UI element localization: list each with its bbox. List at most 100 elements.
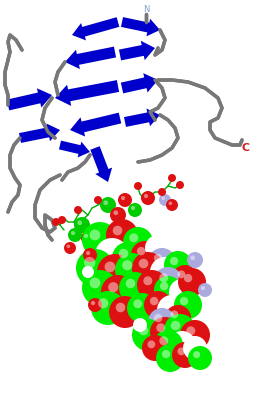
Circle shape (90, 230, 100, 240)
Circle shape (108, 282, 118, 292)
Circle shape (94, 196, 102, 204)
Circle shape (170, 310, 178, 318)
Circle shape (143, 276, 152, 285)
Circle shape (172, 265, 198, 291)
Circle shape (168, 174, 176, 182)
Circle shape (133, 299, 142, 308)
Circle shape (142, 335, 168, 361)
Circle shape (164, 251, 192, 279)
Circle shape (95, 238, 129, 272)
Polygon shape (7, 88, 52, 110)
Circle shape (82, 222, 118, 258)
Circle shape (64, 242, 76, 254)
Circle shape (169, 279, 195, 305)
Circle shape (187, 252, 203, 268)
Circle shape (68, 228, 82, 242)
Circle shape (101, 275, 135, 309)
Circle shape (132, 252, 164, 284)
Circle shape (128, 203, 142, 217)
Circle shape (115, 253, 149, 287)
Circle shape (148, 308, 176, 336)
Circle shape (139, 259, 148, 268)
Circle shape (201, 286, 205, 290)
Circle shape (118, 193, 132, 207)
Circle shape (137, 247, 145, 255)
Circle shape (84, 257, 95, 268)
Circle shape (133, 318, 147, 332)
Circle shape (82, 266, 94, 278)
Circle shape (137, 270, 167, 300)
Polygon shape (72, 17, 119, 40)
Circle shape (91, 291, 125, 325)
Polygon shape (59, 141, 90, 158)
Circle shape (198, 283, 212, 297)
Circle shape (159, 273, 168, 282)
Circle shape (174, 291, 202, 319)
Circle shape (170, 257, 178, 265)
Circle shape (178, 268, 206, 296)
Circle shape (83, 248, 97, 262)
Polygon shape (65, 47, 116, 69)
Circle shape (157, 295, 187, 325)
Circle shape (76, 249, 114, 287)
Circle shape (188, 346, 212, 370)
Circle shape (180, 297, 188, 305)
Circle shape (105, 262, 115, 272)
Polygon shape (119, 41, 155, 60)
Circle shape (131, 241, 159, 269)
Circle shape (145, 235, 171, 261)
Circle shape (90, 278, 100, 288)
Circle shape (190, 255, 195, 260)
Circle shape (119, 272, 151, 304)
Text: C: C (242, 143, 250, 153)
Polygon shape (121, 73, 158, 93)
Circle shape (129, 233, 138, 242)
Circle shape (168, 331, 196, 359)
Circle shape (154, 314, 162, 322)
Circle shape (161, 196, 165, 200)
Circle shape (164, 314, 196, 346)
Circle shape (97, 254, 133, 290)
Circle shape (98, 298, 108, 308)
Circle shape (71, 231, 75, 235)
Circle shape (172, 342, 198, 368)
Circle shape (103, 200, 108, 205)
Circle shape (180, 320, 210, 350)
Circle shape (151, 203, 165, 217)
Polygon shape (19, 124, 60, 143)
Circle shape (123, 227, 153, 257)
Circle shape (52, 218, 60, 226)
Circle shape (77, 220, 82, 225)
Text: N: N (143, 6, 149, 14)
Circle shape (156, 344, 184, 372)
Circle shape (178, 270, 185, 278)
Circle shape (178, 348, 185, 355)
Circle shape (183, 336, 207, 360)
Circle shape (81, 231, 95, 245)
Circle shape (74, 206, 82, 214)
Circle shape (186, 326, 195, 335)
Circle shape (171, 321, 180, 330)
Circle shape (154, 254, 162, 262)
Circle shape (132, 319, 164, 351)
Circle shape (141, 191, 155, 205)
Circle shape (166, 199, 178, 211)
Polygon shape (70, 113, 121, 136)
Circle shape (109, 296, 141, 328)
Polygon shape (121, 17, 160, 36)
Circle shape (193, 351, 200, 358)
Circle shape (158, 188, 166, 196)
Circle shape (127, 293, 157, 323)
Circle shape (162, 350, 170, 358)
Circle shape (160, 282, 168, 290)
Circle shape (154, 276, 182, 304)
Circle shape (113, 210, 118, 215)
Circle shape (169, 202, 172, 205)
Circle shape (122, 260, 132, 270)
Circle shape (58, 216, 66, 224)
Circle shape (100, 197, 116, 213)
Circle shape (110, 207, 126, 223)
Circle shape (121, 196, 125, 200)
Circle shape (148, 248, 176, 276)
Polygon shape (124, 108, 160, 127)
